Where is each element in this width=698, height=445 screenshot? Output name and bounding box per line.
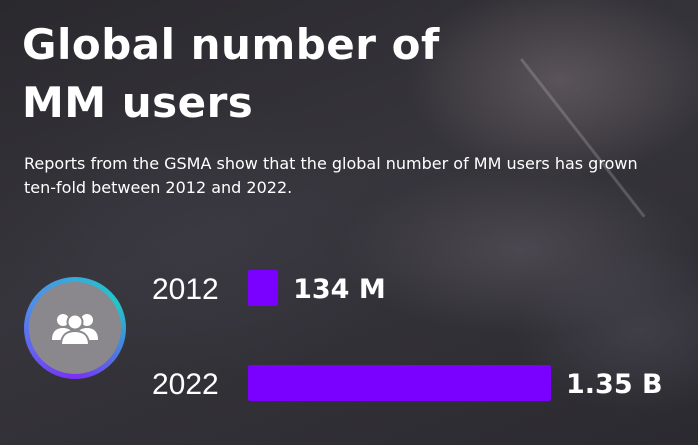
users-badge-inner — [29, 282, 121, 374]
users-group-icon — [52, 313, 98, 346]
chart-title: Global number of MM users — [22, 20, 440, 127]
users-badge — [24, 277, 126, 379]
chart-subtitle: Reports from the GSMA show that the glob… — [24, 154, 638, 197]
bar-2022 — [248, 365, 551, 401]
value-label-2012: 134 M — [293, 274, 386, 305]
bar-2012 — [248, 270, 279, 306]
value-label-2022: 1.35 B — [566, 369, 663, 400]
year-label-2012: 2012 — [152, 273, 219, 306]
year-label-2022: 2022 — [152, 368, 219, 401]
